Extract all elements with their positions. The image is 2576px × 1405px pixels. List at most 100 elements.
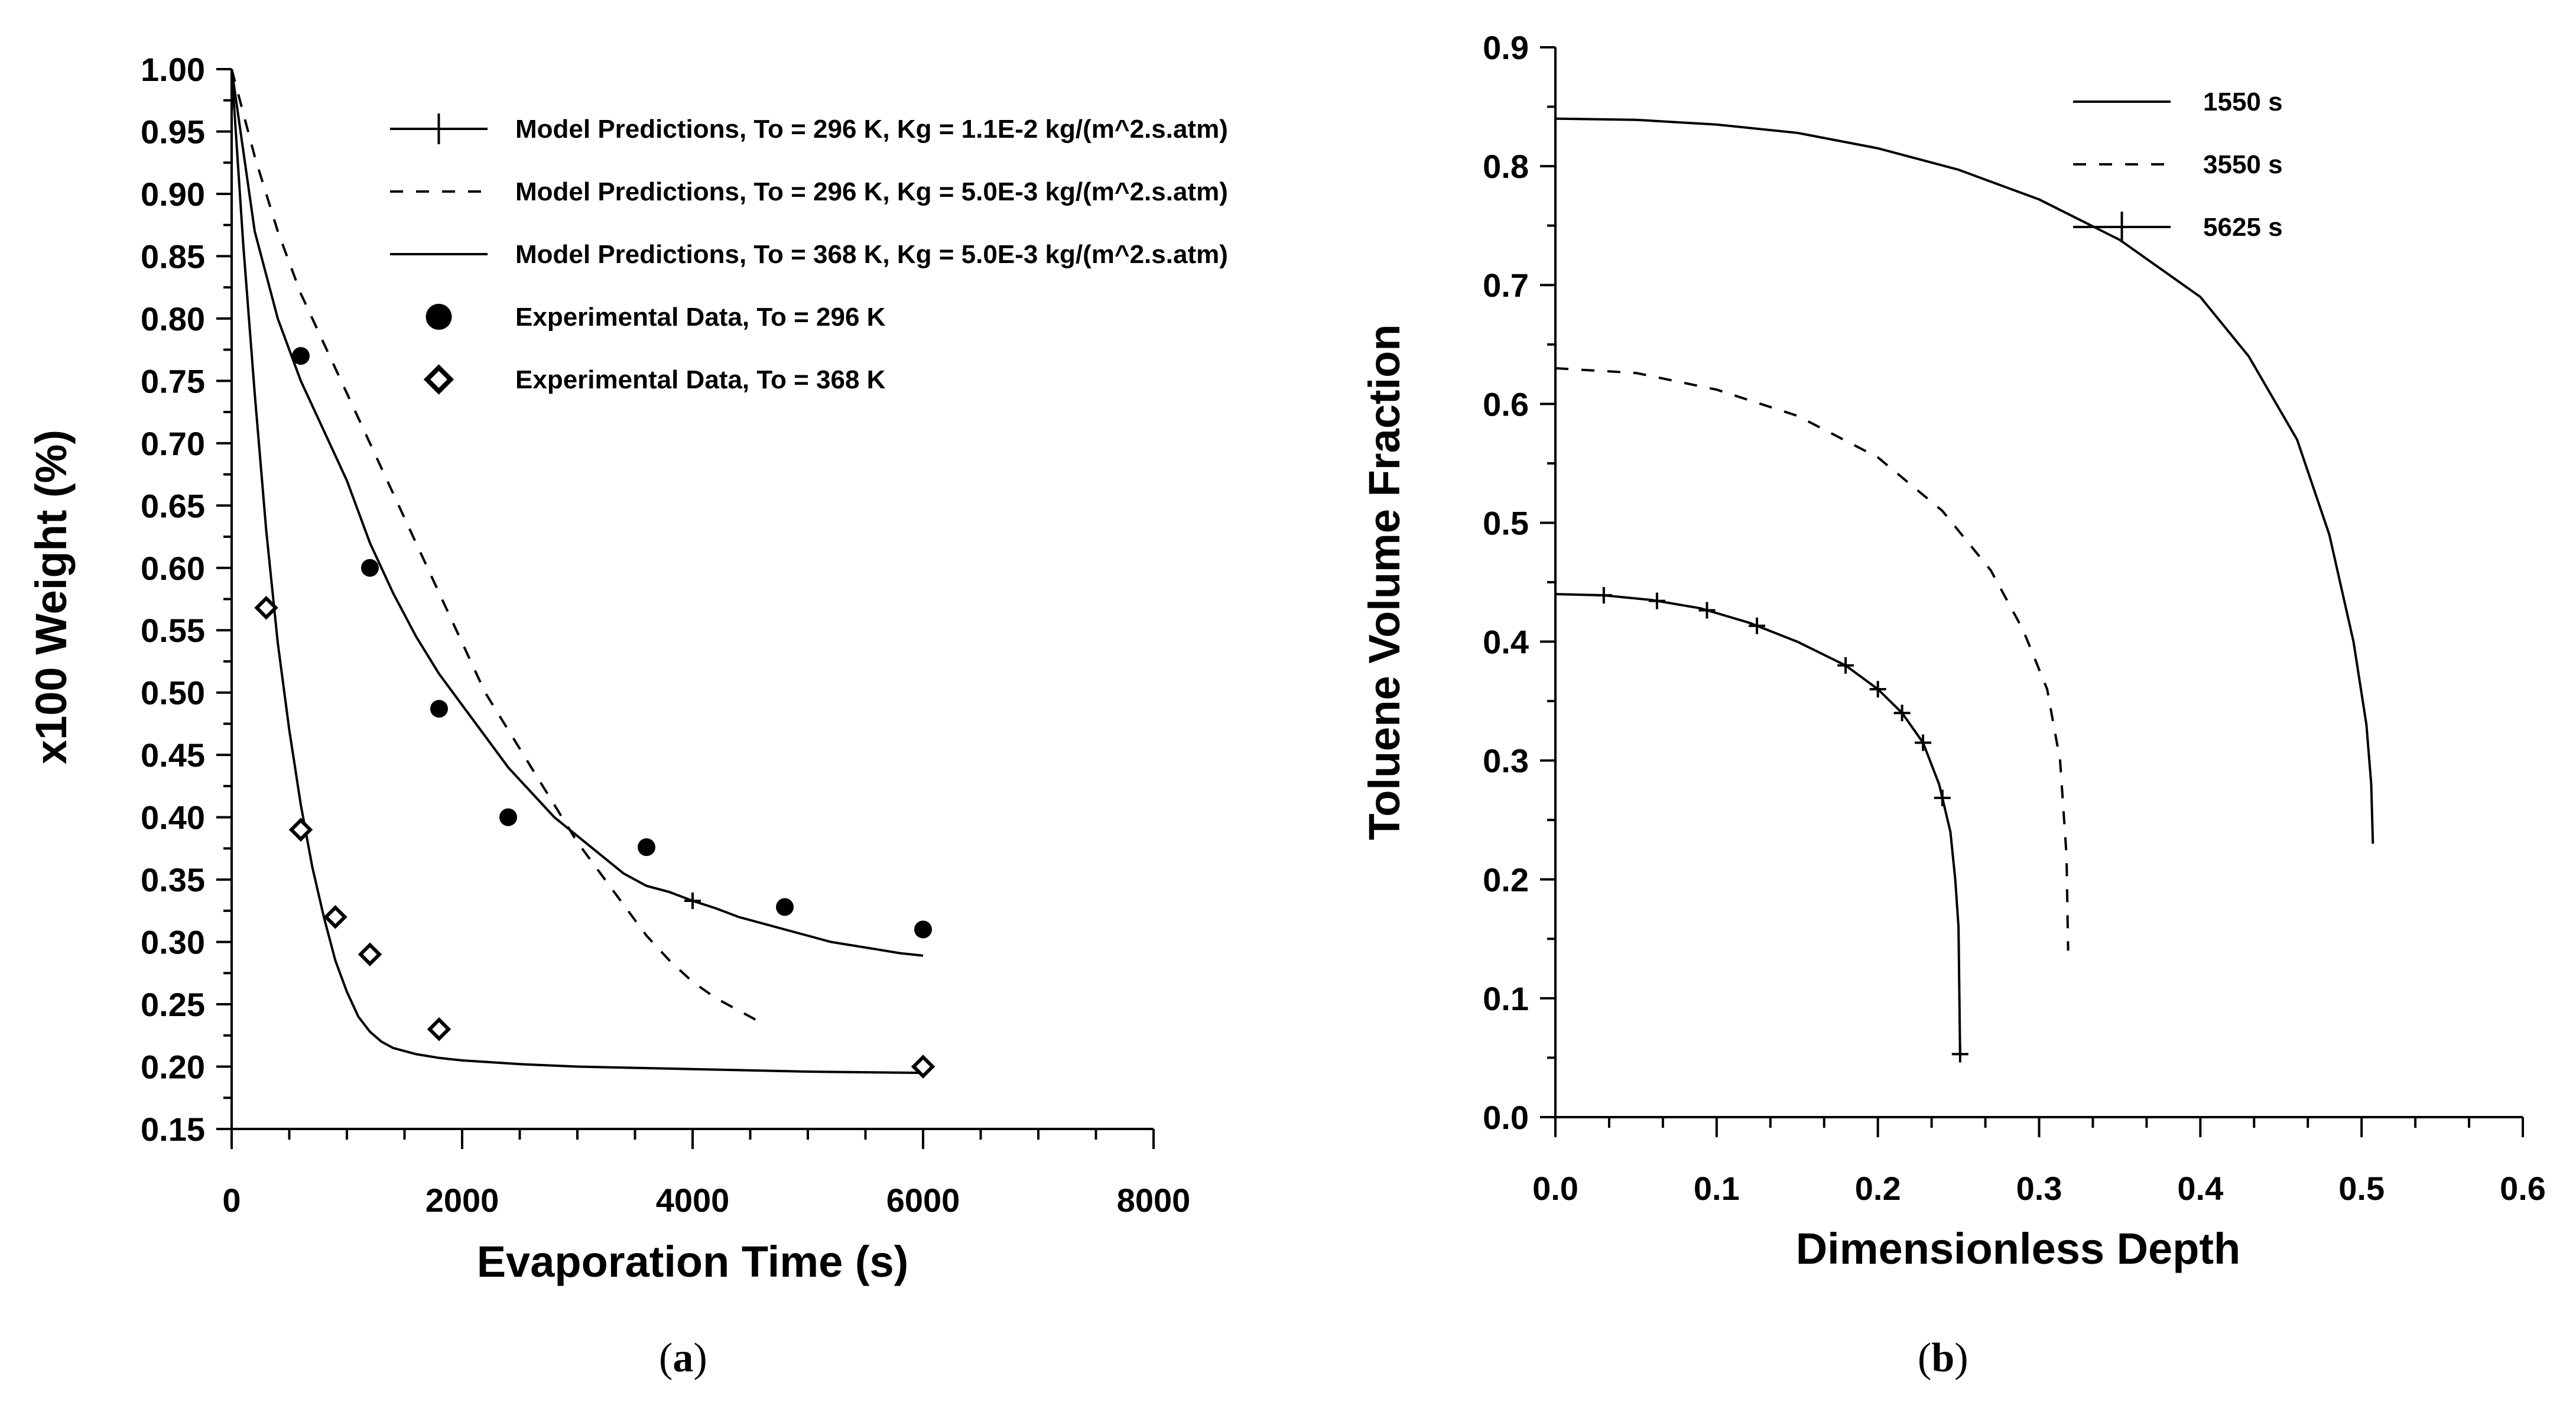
panel-a-y-tick-label: 0.50 [141,674,205,712]
panel-a-data-point-diamond [911,1054,935,1079]
panel-a-legend-label: Experimental Data, To = 296 K [515,303,886,332]
panel-b-y-tick-label: 0.9 [1483,29,1529,66]
panel-b-legend-item: 3550 s [2073,150,2283,179]
panel-b-series-2-marker [1915,734,1932,751]
panel-a-data-point-circle [430,700,448,718]
panel-b-legend-plus-marker [2106,212,2138,242]
panel-a-legend-item: Experimental Data, To = 296 K [425,303,886,332]
panel-b-series-2-marker [1837,657,1854,674]
panel-b-series-2-marker [1749,617,1766,634]
panel-b-x-tick-label: 0.6 [2500,1170,2546,1207]
panel-a-x-tick-label: 6000 [886,1182,960,1219]
panel-b-series-2-marker [1869,681,1886,697]
panel-b-y-tick-label: 0.8 [1483,148,1529,185]
panel-a-y-tick-label: 0.15 [141,1111,205,1148]
panel-b-series-2-marker [1893,705,1911,722]
panel-b-legend: 1550 s 3550 s 5625 s [2073,87,2283,242]
panel-b-legend-item: 1550 s [2073,87,2283,116]
panel-a-data-point-diamond [358,942,382,966]
panel-a-y-tick-label: 0.70 [141,425,205,462]
panel-a-y-tick-label: 0.60 [141,550,205,587]
panel-b-x-tick-label: 0.5 [2338,1170,2385,1207]
panel-a-data-point-circle [914,920,932,939]
panel-b-series-line-2 [1555,593,1961,1054]
panel-b-series-2-marker [1951,1046,1968,1063]
panel-a-x-tick-label: 8000 [1117,1182,1191,1219]
panel-b-x-tick-label: 0.0 [1532,1170,1578,1207]
panel-b-x-tick-label: 0.4 [2177,1170,2223,1207]
panel-a-x-axis-title: Evaporation Time (s) [477,1237,909,1286]
panel-b-y-tick-label: 0.3 [1483,742,1529,780]
panel-b-caption: (b) [1918,1335,1968,1381]
panel-a-series-line-0 [230,69,924,957]
panel-a-data-point-diamond [254,596,278,620]
panel-b-legend-item: 5625 s [2073,212,2283,242]
panel-a-y-axis-title: x100 Weight (%) [27,430,76,764]
panel-a-legend: Model Predictions, To = 296 K, Kg = 1.1E… [390,113,1228,395]
panel-a-legend-plus-marker [423,113,454,144]
panel-b-y-tick-label: 0.2 [1483,861,1529,898]
panel-b-y-axis-title: Toluene Volume Fraction [1360,324,1409,840]
panel-a-legend-diamond-marker [423,364,454,395]
panel-b-x-tick-label: 0.3 [2016,1170,2062,1207]
panel-a-legend-item: Model Predictions, To = 296 K, Kg = 5.0E… [390,177,1228,206]
panel-a-legend-item: Model Predictions, To = 368 K, Kg = 5.0E… [390,240,1228,269]
panel-a-data-point-circle [499,808,517,826]
panel-a-y-tick-label: 0.90 [141,176,205,213]
panel-b-y-tick-label: 0.1 [1483,980,1529,1017]
panel-a-legend-label: Model Predictions, To = 368 K, Kg = 5.0E… [515,240,1228,269]
panel-b-series-line-1 [1555,367,2070,951]
panel-b-y-tick-label: 0.0 [1483,1099,1529,1136]
panel-a-data-point-circle [638,838,655,856]
panel-a-y-tick-label: 0.95 [141,113,205,150]
panel-a-series-line-1 [230,69,762,1024]
panel-b-y-tick-label: 0.6 [1483,385,1529,423]
panel-b-series-2-marker [1934,789,1951,806]
panel-b-legend-label: 3550 s [2203,150,2283,179]
panel-a-y-tick-label: 0.35 [141,861,205,898]
panel-a-x-tick-label: 2000 [425,1182,499,1219]
panel-b-series-2-marker [1698,602,1716,619]
panel-a-y-tick-label: 0.75 [141,362,205,400]
panel-a-y-tick-label: 0.40 [141,799,205,836]
panel-b-y-tick-label: 0.4 [1483,624,1529,661]
panel-b-series-line-0 [1555,117,2374,844]
panel-a-data-point-circle [361,559,379,577]
panel-a-y-tick-label: 0.85 [141,238,205,275]
panel-a-data-point-circle [776,898,794,916]
panel-a-series-0-marker [684,892,701,909]
chart-panel-a: 1.00 0.95 0.90 0.85 0.80 0.75 0.70 0.65 0.60 0.55… [27,51,1228,1381]
panel-a-legend-item: Experimental Data, To = 368 K [423,364,886,395]
panel-a-legend-item: Model Predictions, To = 296 K, Kg = 1.1E… [390,113,1228,144]
panel-a-data-point-diamond [427,1017,451,1041]
panel-a-y-tick-label: 0.65 [141,487,205,524]
panel-a-legend-label: Model Predictions, To = 296 K, Kg = 1.1E… [515,115,1228,144]
panel-a-y-tick-label: 1.00 [141,51,205,88]
panel-a-y-tick-label: 0.30 [141,924,205,961]
panel-a-data-point-diamond [288,817,313,842]
panel-a-data-point-diamond [323,905,347,929]
panel-a-x-tick-label: 0 [222,1182,241,1219]
panel-a-y-tick-label: 0.80 [141,300,205,338]
panel-b-series-2-marker [1648,592,1665,609]
panel-b-legend-label: 1550 s [2203,87,2283,116]
panel-a-x-tick-label: 4000 [656,1182,730,1219]
panel-a-caption: (a) [659,1335,707,1381]
panel-b-y-tick-label: 0.7 [1483,267,1529,304]
panel-b-x-tick-label: 0.1 [1694,1170,1740,1207]
panel-a-legend-circle-marker [425,304,452,330]
panel-a-legend-label: Experimental Data, To = 368 K [515,365,886,394]
panel-b-x-axis-title: Dimensionless Depth [1796,1224,2241,1273]
panel-b-series-2-marker [1595,587,1612,604]
panel-a-y-tick-label: 0.45 [141,736,205,774]
panel-a-legend-label: Model Predictions, To = 296 K, Kg = 5.0E… [515,177,1228,206]
chart-panel-b: 0.9 0.8 0.7 0.6 0.5 0.4 0.3 0.2 0.1 0.00.0 0.1 0.2 0… [1360,29,2546,1381]
panel-b-y-tick-label: 0.5 [1483,504,1529,541]
panel-b-x-tick-label: 0.2 [1855,1170,1901,1207]
panel-a-y-tick-label: 0.25 [141,986,205,1023]
panel-a-y-tick-label: 0.55 [141,612,205,649]
panel-a-data-point-circle [292,347,310,365]
panel-a-y-tick-label: 0.20 [141,1049,205,1086]
panel-b-legend-label: 5625 s [2203,213,2283,242]
